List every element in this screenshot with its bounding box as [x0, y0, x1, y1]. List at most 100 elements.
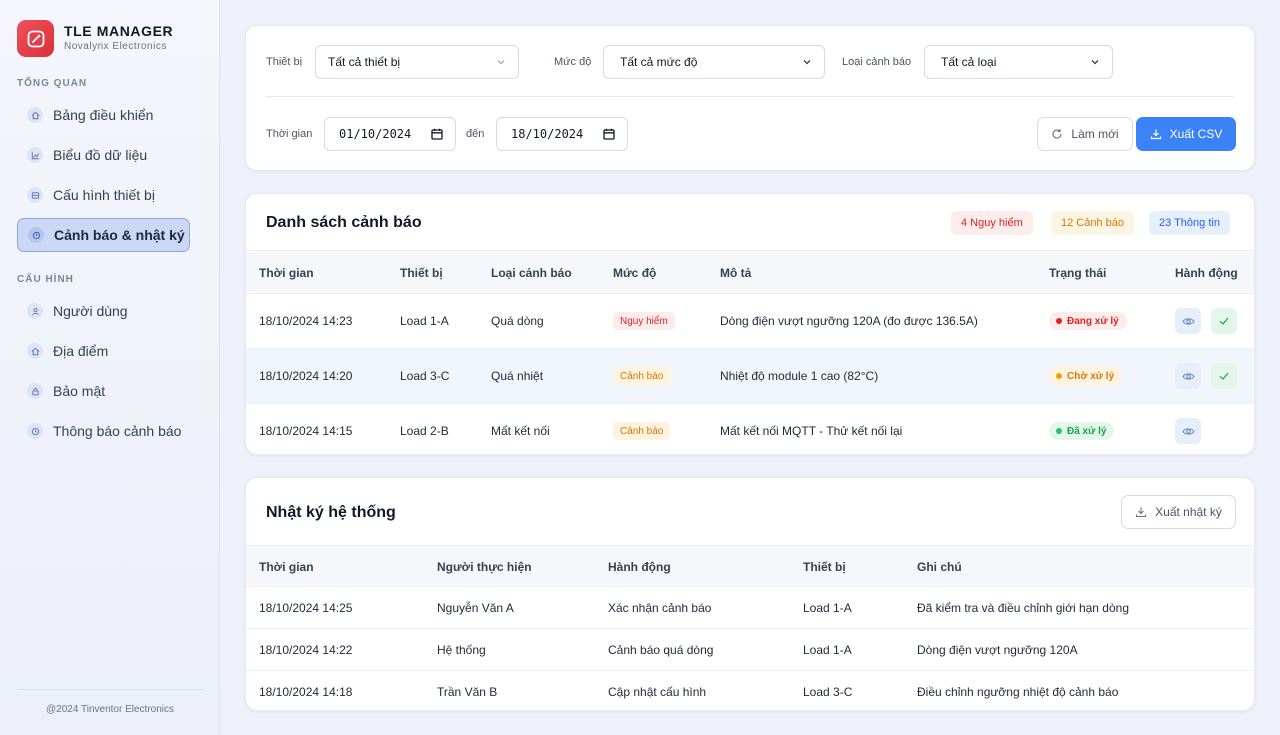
- acknowledge-button[interactable]: [1211, 363, 1237, 389]
- status-text: Chờ xử lý: [1067, 370, 1115, 382]
- alerts-panel: Danh sách cảnh báo 4 Nguy hiểm 12 Cảnh b…: [245, 193, 1255, 455]
- table-row[interactable]: 18/10/2024 14:15 Load 2-B Mất kết nối Cả…: [246, 404, 1254, 454]
- date-to-input[interactable]: 18/10/2024: [496, 117, 628, 151]
- download-icon: [1150, 129, 1161, 140]
- alert-description: Nhiệt độ module 1 cao (82°C): [720, 369, 879, 383]
- chevron-down-icon: [803, 60, 811, 65]
- log-note: Điều chỉnh ngưỡng nhiệt độ cảnh báo: [917, 685, 1119, 699]
- export-csv-button[interactable]: Xuất CSV: [1136, 117, 1236, 151]
- filter-divider: [266, 96, 1234, 97]
- log-user: Trần Văn B: [437, 685, 498, 699]
- log-action: Cảnh báo quá dòng: [608, 643, 714, 657]
- level-badge: Cảnh báo: [613, 367, 671, 385]
- refresh-button[interactable]: Làm mới: [1037, 117, 1133, 151]
- logs-table-header: Thời gian Người thực hiện Hành động Thiế…: [246, 545, 1254, 587]
- export-log-button[interactable]: Xuất nhật ký: [1121, 495, 1236, 529]
- column-header: Mô tả: [720, 266, 752, 280]
- brand[interactable]: TLE MANAGER Novalynx Electronics: [17, 20, 173, 57]
- table-row: 18/10/2024 14:25 Nguyễn Văn A Xác nhận c…: [246, 587, 1254, 629]
- sidebar-item-charts[interactable]: Biểu đồ dữ liệu: [17, 138, 190, 172]
- level-filter-select[interactable]: Tất cả mức độ: [603, 45, 825, 79]
- status-badge: Đang xử lý: [1049, 312, 1127, 330]
- column-header: Thiết bị: [803, 560, 846, 574]
- level-badge: Cảnh báo: [613, 422, 671, 440]
- info-count-badge[interactable]: 23 Thông tin: [1149, 211, 1230, 235]
- type-filter-select[interactable]: Tất cả loại: [924, 45, 1113, 79]
- log-user: Hệ thống: [437, 643, 486, 657]
- view-button[interactable]: [1175, 418, 1201, 444]
- alert-type: Quá nhiệt: [491, 369, 544, 383]
- alert-device: Load 2-B: [400, 424, 449, 438]
- sidebar-item-device-config[interactable]: Cấu hình thiết bị: [17, 178, 190, 212]
- sidebar-item-alerts-logs[interactable]: Cảnh báo & nhật ký: [17, 218, 190, 252]
- log-time: 18/10/2024 14:18: [259, 685, 353, 699]
- status-dot: [1056, 428, 1062, 434]
- column-header: Loại cảnh báo: [491, 266, 572, 280]
- eye-icon: [1181, 427, 1195, 435]
- table-row[interactable]: 18/10/2024 14:20 Load 3-C Quá nhiệt Cảnh…: [246, 349, 1254, 404]
- alerts-table-header: Thời gian Thiết bị Loại cảnh báo Mức độ …: [246, 250, 1254, 294]
- alert-device: Load 1-A: [400, 314, 449, 328]
- log-action: Xác nhận cảnh báo: [608, 601, 712, 615]
- export-log-label: Xuất nhật ký: [1155, 505, 1222, 519]
- user-icon: [27, 303, 43, 319]
- refresh-label: Làm mới: [1071, 127, 1119, 141]
- danger-count-badge[interactable]: 4 Nguy hiểm: [951, 211, 1033, 235]
- nav-section-overview: TỔNG QUAN: [17, 78, 88, 89]
- date-to-value: 18/10/2024: [511, 127, 584, 141]
- sidebar-item-label: Địa điểm: [53, 343, 109, 359]
- table-row: 18/10/2024 14:22 Hệ thống Cảnh báo quá d…: [246, 629, 1254, 671]
- alert-device: Load 3-C: [400, 369, 450, 383]
- table-row[interactable]: 18/10/2024 14:23 Load 1-A Quá dòng Nguy …: [246, 294, 1254, 349]
- sidebar-item-dashboard[interactable]: Bảng điều khiển: [17, 98, 190, 132]
- gauge-icon: [17, 20, 54, 57]
- eye-icon: [1181, 317, 1195, 325]
- level-badge: Nguy hiểm: [613, 312, 675, 330]
- check-icon: [1219, 317, 1229, 325]
- acknowledge-button[interactable]: [1211, 308, 1237, 334]
- status-dot: [1056, 318, 1062, 324]
- device-filter-select[interactable]: Tất cả thiết bị: [315, 45, 519, 79]
- device-filter-label: Thiết bị: [266, 56, 303, 68]
- date-from-input[interactable]: 01/10/2024: [324, 117, 456, 151]
- log-device: Load 1-A: [803, 601, 852, 615]
- log-time: 18/10/2024 14:25: [259, 601, 353, 615]
- alert-type: Mất kết nối: [491, 424, 550, 438]
- status-badge: Chờ xử lý: [1049, 367, 1123, 385]
- sidebar-footer: @2024 Tinventor Electronics: [17, 689, 203, 715]
- status-text: Đã xử lý: [1067, 425, 1107, 437]
- column-header: Ghi chú: [917, 560, 962, 574]
- type-filter-value: Tất cả loại: [941, 55, 997, 69]
- column-header: Thiết bị: [400, 266, 443, 280]
- eye-icon: [1181, 372, 1195, 380]
- bell-icon: [27, 423, 43, 439]
- sidebar-item-notifications[interactable]: Thông báo cảnh báo: [17, 414, 190, 448]
- sidebar-item-users[interactable]: Người dùng: [17, 294, 190, 328]
- type-filter-label: Loại cảnh báo: [842, 56, 912, 68]
- column-header: Hành động: [608, 560, 671, 574]
- sidebar-item-security[interactable]: Bảo mật: [17, 374, 190, 408]
- export-csv-label: Xuất CSV: [1169, 127, 1223, 141]
- date-to-label: đến: [466, 128, 485, 140]
- alert-time: 18/10/2024 14:23: [259, 314, 353, 328]
- log-action: Cập nhật cấu hình: [608, 685, 707, 699]
- column-header: Trạng thái: [1049, 266, 1107, 280]
- log-device: Load 1-A: [803, 643, 852, 657]
- sidebar-item-locations[interactable]: Địa điểm: [17, 334, 190, 368]
- view-button[interactable]: [1175, 308, 1201, 334]
- status-text: Đang xử lý: [1067, 315, 1119, 327]
- brand-subtitle: Novalynx Electronics: [64, 41, 167, 52]
- sidebar-item-label: Biểu đồ dữ liệu: [53, 147, 148, 163]
- warning-count-badge[interactable]: 12 Cảnh báo: [1051, 211, 1134, 235]
- system-log-panel: Nhật ký hệ thống Xuất nhật ký Thời gian …: [245, 477, 1255, 711]
- device-filter-value: Tất cả thiết bị: [328, 55, 401, 69]
- view-button[interactable]: [1175, 363, 1201, 389]
- refresh-icon: [1052, 129, 1062, 139]
- level-filter-label: Mức độ: [554, 56, 592, 68]
- log-note: Dòng điện vượt ngưỡng 120A: [917, 643, 1078, 657]
- chart-icon: [27, 147, 43, 163]
- alert-time: 18/10/2024 14:20: [259, 369, 353, 383]
- lock-icon: [27, 383, 43, 399]
- date-from-value: 01/10/2024: [339, 127, 412, 141]
- sidebar: TLE MANAGER Novalynx Electronics TỔNG QU…: [0, 0, 220, 735]
